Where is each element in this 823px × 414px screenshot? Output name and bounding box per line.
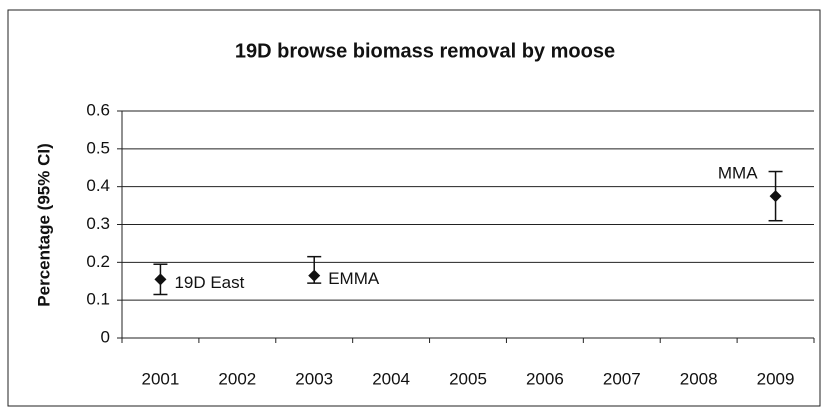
y-tick-label: 0.5 [86,138,110,157]
point-label: 19D East [174,273,244,292]
y-tick-label: 0.6 [86,100,110,119]
y-axis-label: Percentage (95% CI) [34,143,53,306]
x-tick-label: 2003 [295,369,333,388]
point-label: MMA [718,164,758,183]
x-tick-label: 2002 [218,369,256,388]
point-marker [308,269,321,282]
chart-title: 19D browse biomass removal by moose [235,40,615,62]
y-tick-label: 0.2 [86,252,110,271]
point-marker [154,273,167,286]
x-tick-label: 2007 [603,369,641,388]
x-tick-label: 2008 [680,369,718,388]
x-tick-label: 2001 [142,369,180,388]
x-tick-label: 2009 [757,369,795,388]
y-tick-label: 0.1 [86,290,110,309]
x-tick-label: 2005 [449,369,487,388]
point-label: EMMA [328,269,380,288]
y-tick-label: 0.3 [86,214,110,233]
y-tick-label: 0.4 [86,176,110,195]
chart-border [7,9,821,407]
x-tick-label: 2006 [526,369,564,388]
point-marker [769,190,782,203]
y-tick-label: 0 [101,327,110,346]
x-tick-label: 2004 [372,369,410,388]
